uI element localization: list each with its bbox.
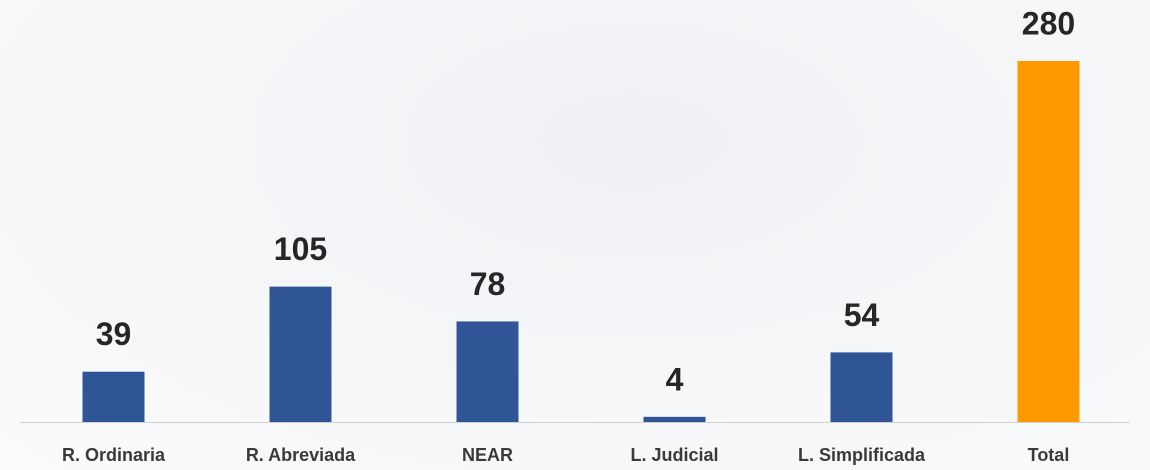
x-tick-label: L. Judicial: [630, 445, 718, 465]
data-label: 78: [470, 266, 506, 302]
x-tick-label: R. Abreviada: [246, 445, 356, 465]
bar: [1017, 61, 1080, 422]
bar: [82, 371, 145, 422]
x-tick-label: Total: [1028, 445, 1070, 465]
data-label: 280: [1022, 5, 1075, 41]
bar: [456, 321, 519, 422]
x-tick-label: NEAR: [462, 445, 513, 465]
x-tick-label: R. Ordinaria: [62, 445, 166, 465]
bar: [830, 352, 893, 422]
bar: [269, 286, 332, 422]
x-tick-label: L. Simplificada: [798, 445, 926, 465]
data-label: 54: [844, 297, 880, 333]
bar: [643, 416, 706, 422]
data-label: 4: [666, 361, 684, 397]
data-label: 105: [274, 231, 327, 267]
data-label: 39: [96, 316, 132, 352]
